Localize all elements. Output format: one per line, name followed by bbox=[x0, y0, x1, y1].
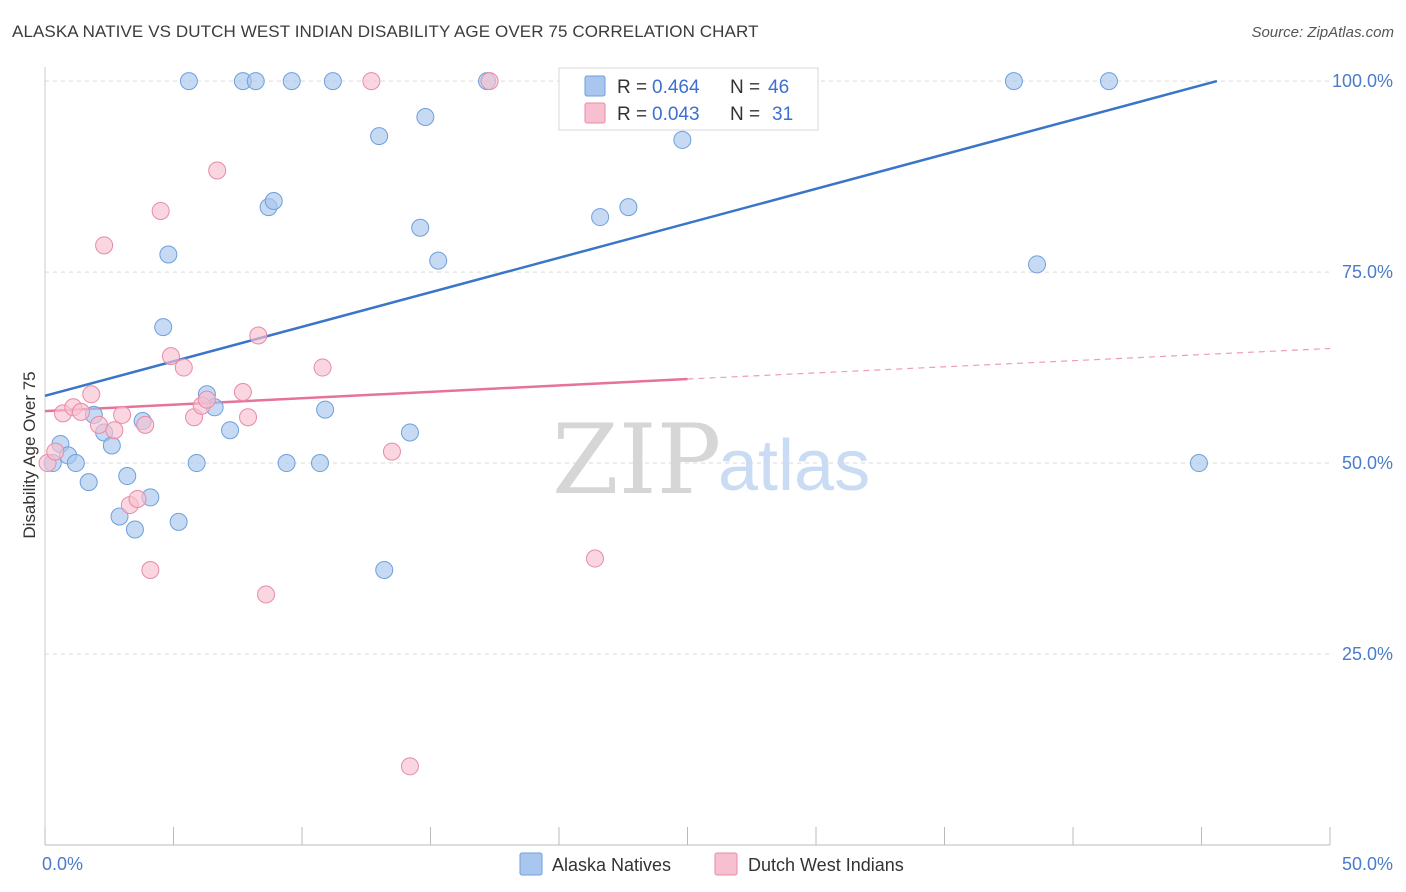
point-dutch-west-indian bbox=[382, 442, 401, 461]
point-alaska-native bbox=[264, 192, 283, 211]
point-alaska-native bbox=[118, 467, 137, 486]
point-dutch-west-indian bbox=[239, 408, 258, 427]
point-alaska-native bbox=[323, 72, 342, 91]
point-dutch-west-indian bbox=[208, 161, 227, 180]
point-dutch-west-indian bbox=[89, 415, 108, 434]
trendline-alaska bbox=[44, 79, 1218, 398]
point-alaska-native bbox=[277, 454, 296, 473]
point-dutch-west-indian bbox=[95, 236, 114, 255]
legend-swatch-dutch bbox=[584, 102, 606, 124]
point-alaska-native bbox=[187, 454, 206, 473]
point-alaska-native bbox=[316, 400, 335, 419]
legend-r-label-alaska: R = bbox=[617, 77, 647, 98]
legend-n-value-dutch: 31 bbox=[772, 104, 793, 125]
point-dutch-west-indian bbox=[400, 757, 419, 776]
legend-r-label-dutch: R = bbox=[617, 104, 647, 125]
point-alaska-native bbox=[1004, 72, 1023, 91]
legend-bottom-label-alaska: Alaska Natives bbox=[552, 855, 671, 875]
legend-r-value-dutch: 0.043 bbox=[652, 104, 700, 125]
y-tick-label: 75.0% bbox=[1342, 262, 1393, 282]
legend-n-label-dutch: N = bbox=[730, 104, 760, 125]
trendline-dutch bbox=[44, 377, 688, 413]
point-alaska-native bbox=[1028, 255, 1047, 274]
point-dutch-west-indian bbox=[257, 585, 276, 604]
trendline-dutch-extension bbox=[687, 347, 1331, 380]
y-tick-label: 25.0% bbox=[1342, 644, 1393, 664]
y-tick-label: 100.0% bbox=[1332, 71, 1393, 91]
point-alaska-native bbox=[416, 108, 435, 127]
point-dutch-west-indian bbox=[136, 415, 155, 434]
legend-stats: R = 0.464 N = 46 R = 0.043 N = 31 bbox=[558, 67, 819, 131]
point-alaska-native bbox=[591, 208, 610, 227]
point-alaska-native bbox=[411, 218, 430, 237]
point-alaska-native bbox=[282, 72, 301, 91]
point-alaska-native bbox=[400, 423, 419, 442]
point-alaska-native bbox=[310, 454, 329, 473]
gridlines bbox=[45, 80, 1330, 655]
point-dutch-west-indian bbox=[313, 358, 332, 377]
point-alaska-native bbox=[246, 72, 265, 91]
legend-r-value-alaska: 0.464 bbox=[652, 77, 700, 98]
point-dutch-west-indian bbox=[71, 402, 90, 421]
point-alaska-native bbox=[673, 130, 692, 149]
legend-series: Alaska Natives Dutch West Indians bbox=[519, 852, 904, 876]
legend-bottom-swatch-alaska bbox=[519, 852, 543, 876]
point-dutch-west-indian bbox=[585, 549, 604, 568]
point-alaska-native bbox=[370, 127, 389, 146]
point-dutch-west-indian bbox=[46, 442, 65, 461]
point-dutch-west-indian bbox=[362, 72, 381, 91]
y-axis-title: Disability Age Over 75 bbox=[20, 371, 39, 538]
watermark-atlas: atlas bbox=[718, 426, 870, 506]
watermark-zip: ZIP bbox=[552, 404, 721, 516]
point-alaska-native bbox=[102, 436, 121, 455]
point-alaska-native bbox=[159, 245, 178, 264]
point-alaska-native bbox=[66, 454, 85, 473]
point-alaska-native bbox=[79, 473, 98, 492]
x-tick-label: 0.0% bbox=[42, 854, 83, 874]
point-dutch-west-indian bbox=[197, 390, 216, 409]
point-alaska-native bbox=[221, 421, 240, 440]
point-alaska-native bbox=[154, 318, 173, 337]
legend-n-value-alaska: 46 bbox=[768, 77, 789, 98]
point-alaska-native bbox=[375, 560, 394, 579]
point-dutch-west-indian bbox=[82, 385, 101, 404]
point-dutch-west-indian bbox=[249, 326, 268, 345]
tick-labels: 25.0% 50.0% 75.0% 100.0% 0.0% 50.0% bbox=[42, 71, 1393, 874]
point-alaska-native bbox=[125, 520, 144, 539]
point-dutch-west-indian bbox=[128, 489, 147, 508]
watermark: ZIP atlas bbox=[552, 404, 870, 516]
legend-n-label-alaska: N = bbox=[730, 77, 760, 98]
point-dutch-west-indian bbox=[233, 383, 252, 402]
x-tick-label: 50.0% bbox=[1342, 854, 1393, 874]
trendlines bbox=[44, 79, 1331, 413]
point-dutch-west-indian bbox=[113, 405, 132, 424]
point-dutch-west-indian bbox=[151, 201, 170, 220]
chart-title: ALASKA NATIVE VS DUTCH WEST INDIAN DISAB… bbox=[12, 22, 759, 41]
source-label: Source: ZipAtlas.com bbox=[1251, 24, 1394, 41]
point-dutch-west-indian bbox=[480, 72, 499, 91]
point-alaska-native bbox=[1189, 454, 1208, 473]
data-points bbox=[38, 72, 1208, 776]
legend-bottom-label-dutch: Dutch West Indians bbox=[748, 855, 904, 875]
legend-bottom-swatch-dutch bbox=[714, 852, 738, 876]
point-alaska-native bbox=[110, 507, 129, 526]
point-alaska-native bbox=[179, 72, 198, 91]
legend-swatch-alaska bbox=[584, 75, 606, 97]
point-dutch-west-indian bbox=[161, 347, 180, 366]
point-dutch-west-indian bbox=[105, 421, 124, 440]
point-alaska-native bbox=[619, 198, 638, 217]
point-alaska-native bbox=[429, 251, 448, 270]
point-dutch-west-indian bbox=[174, 358, 193, 377]
point-alaska-native bbox=[1099, 72, 1118, 91]
point-dutch-west-indian bbox=[141, 560, 160, 579]
point-alaska-native bbox=[169, 512, 188, 531]
y-tick-label: 50.0% bbox=[1342, 453, 1393, 473]
